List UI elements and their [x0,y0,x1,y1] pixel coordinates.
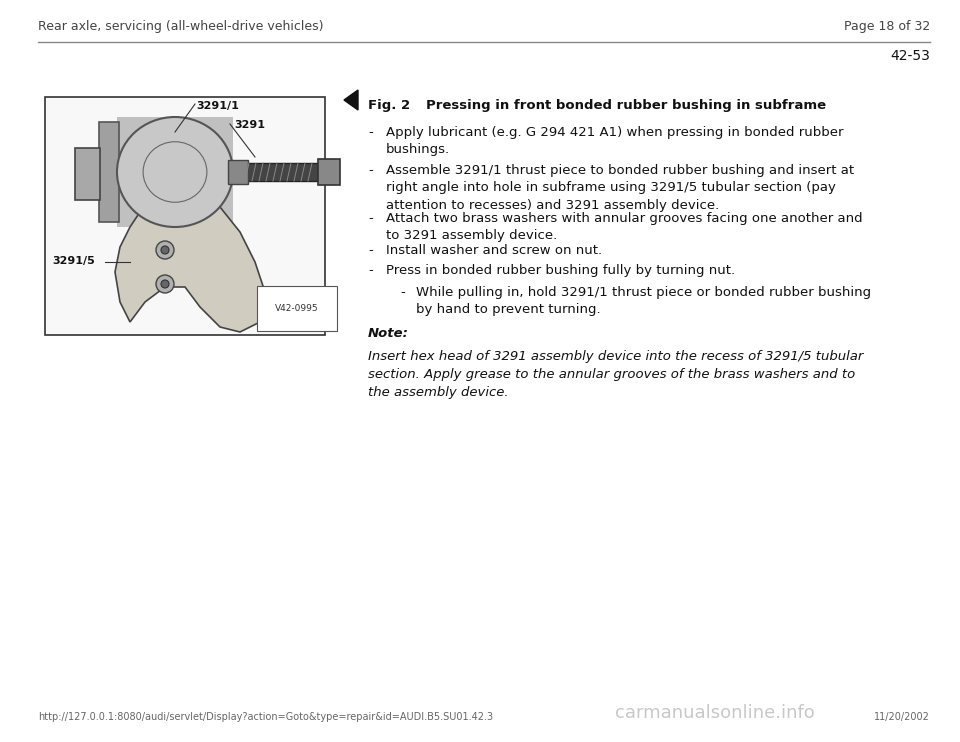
FancyBboxPatch shape [318,159,340,185]
Bar [75,148,100,200]
Bar [117,117,233,227]
Text: Press in bonded rubber bushing fully by turning nut.: Press in bonded rubber bushing fully by … [386,264,735,277]
Text: 3291/1: 3291/1 [196,101,239,111]
Text: Apply lubricant (e.g. G 294 421 A1) when pressing in bonded rubber
bushings.: Apply lubricant (e.g. G 294 421 A1) when… [386,126,844,157]
Text: 3291: 3291 [234,120,265,130]
Text: -: - [400,286,405,299]
Text: -: - [368,264,372,277]
Text: Fig. 2: Fig. 2 [368,99,410,112]
Text: -: - [368,126,372,139]
Text: Rear axle, servicing (all-wheel-drive vehicles): Rear axle, servicing (all-wheel-drive ve… [38,20,324,33]
Text: carmanualsonline.info: carmanualsonline.info [615,704,815,722]
Text: Page 18 of 32: Page 18 of 32 [844,20,930,33]
Circle shape [161,246,169,254]
Polygon shape [115,207,265,332]
Bar [99,122,119,222]
Text: Assemble 3291/1 thrust piece to bonded rubber bushing and insert at
right angle : Assemble 3291/1 thrust piece to bonded r… [386,164,854,212]
Text: 3291/5: 3291/5 [52,256,95,266]
Bar [233,163,318,181]
Text: Install washer and screw on nut.: Install washer and screw on nut. [386,244,602,257]
Text: V42-0995: V42-0995 [276,304,319,313]
Text: While pulling in, hold 3291/1 thrust piece or bonded rubber bushing
by hand to p: While pulling in, hold 3291/1 thrust pie… [416,286,871,317]
Bar [45,97,325,335]
Circle shape [156,275,174,293]
Text: 42-53: 42-53 [890,49,930,63]
Text: -: - [368,212,372,225]
Text: -: - [368,244,372,257]
Text: Attach two brass washers with annular grooves facing one another and
to 3291 ass: Attach two brass washers with annular gr… [386,212,863,243]
Bar [228,160,248,184]
Circle shape [161,280,169,288]
Polygon shape [344,90,358,110]
Text: http://127.0.0.1:8080/audi/servlet/Display?action=Goto&type=repair&id=AUDI.B5.SU: http://127.0.0.1:8080/audi/servlet/Displ… [38,712,493,722]
Text: Note:: Note: [368,327,409,340]
Text: 11/20/2002: 11/20/2002 [875,712,930,722]
Text: Pressing in front bonded rubber bushing in subframe: Pressing in front bonded rubber bushing … [426,99,827,112]
Text: Insert hex head of 3291 assembly device into the recess of 3291/5 tubular
sectio: Insert hex head of 3291 assembly device … [368,350,863,399]
Text: -: - [368,164,372,177]
Ellipse shape [117,117,233,227]
Circle shape [156,241,174,259]
